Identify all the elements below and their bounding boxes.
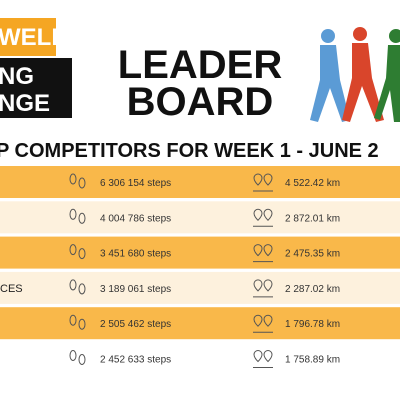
competitor-name: CES [0,283,23,295]
footprint [69,314,77,326]
footprint [69,173,77,185]
footprint [78,318,86,330]
leaderboard-row: 4 004 786 steps 2 872.01 km [0,201,400,234]
pin [263,350,273,363]
footprint [78,248,86,260]
location-icon [253,208,273,227]
steps: 2 505 462 steps [100,319,171,330]
leaderboard-row: 2 452 633 steps 1 758.89 km [0,342,400,375]
row-background [0,201,400,234]
footprints-icon [69,244,86,260]
title-line2: BOARD [127,80,274,124]
row-background [0,166,400,198]
steps: 3 451 680 steps [100,249,171,260]
footprint [78,212,86,224]
steps: 4 004 786 steps [100,213,171,224]
footprints-icon [69,173,86,189]
footprint [78,177,86,189]
footprint [69,350,77,361]
logo-orange-box [0,18,56,56]
steps: 2 452 633 steps [100,355,171,366]
pin [253,244,263,257]
footprint [78,354,86,365]
pin [263,244,273,257]
steps: 3 189 061 steps [100,284,171,295]
pin [263,173,273,186]
distance: 1 758.89 km [285,355,340,366]
distance: 4 522.42 km [285,178,340,189]
pin [253,173,263,186]
leaderboard-row: CES 3 189 061 steps 2 287.02 km [0,271,400,304]
footprint [78,283,86,295]
pin [263,314,273,327]
logo-line2: NG [0,63,34,90]
title-line1: LEADER [118,43,283,87]
pin [253,279,263,292]
location-icon [253,279,273,298]
footprint [69,208,77,220]
row-background [0,342,400,375]
logo-line1: WELL [0,24,66,51]
pin [253,208,263,222]
pin [253,350,263,363]
pin [263,279,273,292]
logo-black-box [0,58,72,118]
footprint [69,279,77,291]
logo-line3: NGE [0,90,50,117]
pin [253,314,263,327]
footprints-icon [69,279,86,295]
distance: 1 796.78 km [285,319,340,330]
location-icon [253,244,273,263]
location-icon [253,173,273,192]
walkers-illustration [310,27,400,122]
location-icon [253,350,273,368]
leaderboard-row: 3 451 680 steps 2 475.35 km [0,236,400,269]
footprints-icon [69,350,86,365]
footprint [69,244,77,256]
footprints-icon [69,208,86,224]
leaderboard-row: 2 505 462 steps 1 796.78 km [0,307,400,340]
footprints-icon [69,314,86,330]
pin [263,208,273,222]
subtitle: P COMPETITORS FOR WEEK 1 - JUNE 2 [0,140,379,162]
row-background [0,236,400,269]
steps: 6 306 154 steps [100,178,171,189]
row-background [0,307,400,340]
distance: 2 475.35 km [285,249,340,260]
row-background [0,271,400,304]
distance: 2 287.02 km [285,284,340,295]
leaderboard-row: 6 306 154 steps 4 522.42 km [0,166,400,198]
distance: 2 872.01 km [285,213,340,224]
location-icon [253,314,273,333]
